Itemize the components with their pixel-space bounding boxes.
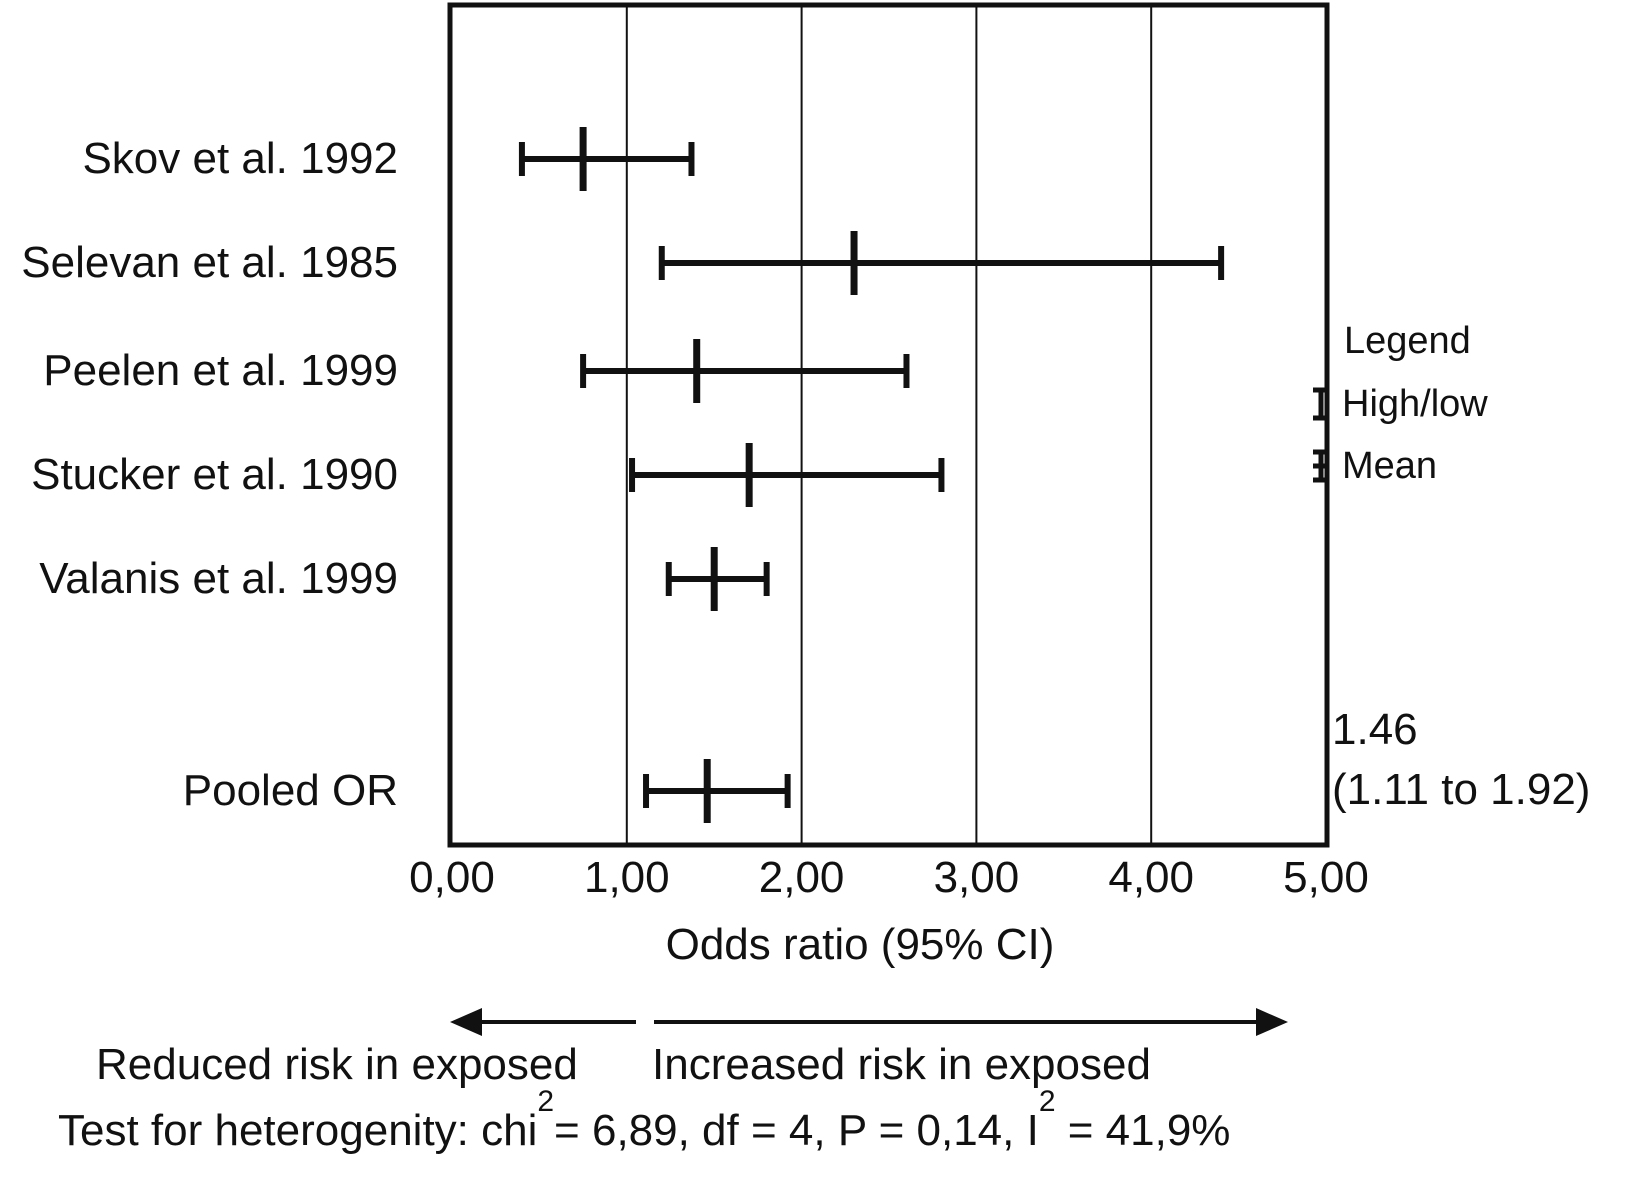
x-tick-label-3: 3,00 xyxy=(933,853,1020,902)
increased-risk-label: Increased risk in exposed xyxy=(652,1040,1151,1089)
x-tick-label-5: 5,00 xyxy=(1283,853,1369,902)
reduced-risk-label: Reduced risk in exposed xyxy=(96,1040,578,1089)
reduced-risk-arrow-head xyxy=(450,1008,482,1036)
x-tick-label-2: 2,00 xyxy=(758,853,845,902)
het-mid: = 6,89, df = 4, P = 0,14, I xyxy=(554,1106,1039,1155)
x-tick-label-4: 4,00 xyxy=(1108,853,1194,902)
het-suffix: = 41,9% xyxy=(1055,1106,1231,1155)
mean-icon xyxy=(1313,449,1329,483)
increased-risk-arrow-head xyxy=(1256,1008,1288,1036)
row-label-study-4: Valanis et al. 1999 xyxy=(39,554,398,603)
x-axis-title: Odds ratio (95% CI) xyxy=(665,920,1055,969)
pooled-or-ci: (1.11 to 1.92) xyxy=(1332,765,1591,814)
row-label-study-3: Stucker et al. 1990 xyxy=(31,450,398,499)
het-sup-1: 2 xyxy=(537,1085,555,1119)
row-label-study-0: Skov et al. 1992 xyxy=(82,134,398,183)
het-prefix: Test for heterogenity: chi xyxy=(58,1106,538,1155)
high-low-icon xyxy=(1313,387,1329,421)
legend: Legend High/low Mean xyxy=(1310,320,1488,505)
legend-item-label: High/low xyxy=(1342,382,1488,425)
plot-frame xyxy=(447,2,1330,848)
legend-item-label: Mean xyxy=(1342,444,1438,487)
legend-item-mean: Mean xyxy=(1310,443,1488,489)
pooled-or-estimate: 1.46 xyxy=(1332,705,1418,754)
row-label-pooled-or: Pooled OR xyxy=(182,766,398,815)
legend-item-high-low: High/low xyxy=(1310,381,1488,427)
x-tick-label-1: 1,00 xyxy=(583,853,670,902)
het-sup-2: 2 xyxy=(1038,1085,1056,1119)
heterogeneity-test-text: Test for heterogenity: chi2= 6,89, df = … xyxy=(58,1087,1231,1156)
x-tick-label-0: 0,00 xyxy=(409,853,495,902)
row-label-study-2: Peelen et al. 1999 xyxy=(43,346,398,395)
pooled-or-annotation: 1.46 (1.11 to 1.92) xyxy=(1332,700,1590,820)
row-label-study-1: Selevan et al. 1985 xyxy=(21,238,398,287)
legend-title: Legend xyxy=(1344,320,1471,362)
